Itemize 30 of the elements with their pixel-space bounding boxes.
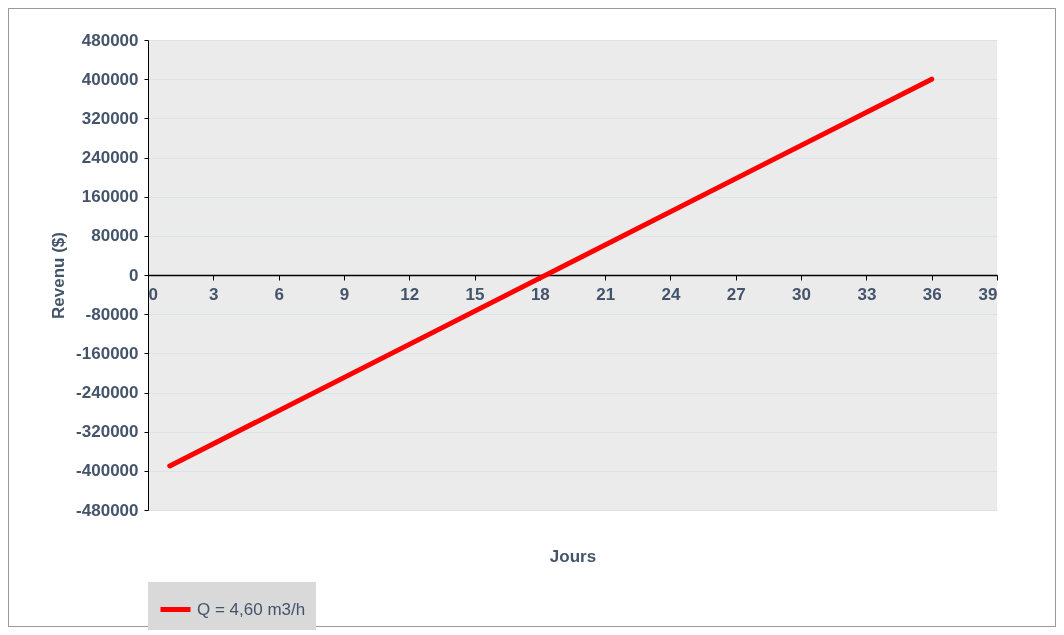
- y-tick-label: -480000: [76, 500, 139, 520]
- x-tick-label: 3: [209, 284, 219, 304]
- y-tick-label: 320000: [81, 108, 139, 128]
- y-tick-label: -400000: [76, 461, 139, 481]
- y-tick-label: 400000: [81, 69, 139, 89]
- x-tick-label: 33: [857, 284, 877, 304]
- y-tick-label: -160000: [76, 343, 139, 363]
- x-tick-label: 18: [530, 284, 550, 304]
- x-tick-label: 12: [400, 284, 420, 304]
- x-tick-label: 21: [596, 284, 616, 304]
- x-tick-label: 30: [792, 284, 812, 304]
- x-tick-label: 24: [661, 284, 681, 304]
- y-tick-label: 80000: [91, 226, 139, 246]
- x-tick-label: 15: [465, 284, 485, 304]
- x-axis-title: Jours: [549, 546, 597, 566]
- x-tick-label: 0: [148, 284, 158, 304]
- x-tick-label: 9: [339, 284, 350, 304]
- y-tick-label: -80000: [85, 304, 139, 324]
- x-tick-label: 6: [274, 284, 284, 304]
- y-tick-label: -240000: [76, 383, 139, 402]
- x-tick-label: 39: [978, 284, 998, 304]
- y-tick-label: 0: [129, 265, 139, 285]
- y-tick-label: 240000: [81, 148, 139, 167]
- y-axis-title: Revenu ($): [49, 232, 69, 319]
- y-tick-label: -320000: [76, 422, 139, 442]
- y-tick-label: 160000: [81, 187, 139, 207]
- x-tick-label: 36: [922, 284, 942, 304]
- x-tick-label: 27: [726, 284, 746, 304]
- y-tick-label: 480000: [81, 30, 139, 50]
- legend-label: Q = 4,60 m3/h: [197, 599, 306, 619]
